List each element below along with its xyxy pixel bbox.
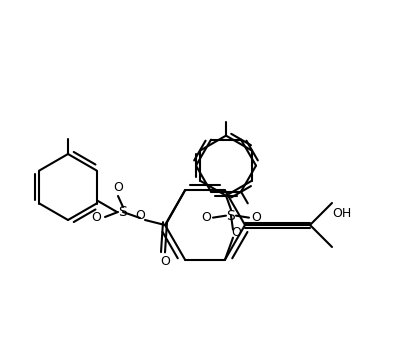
Text: O: O (160, 255, 170, 268)
Text: S: S (226, 209, 235, 223)
Text: S: S (118, 205, 127, 219)
Text: OH: OH (331, 207, 350, 219)
Text: O: O (231, 226, 240, 239)
Text: O: O (251, 211, 260, 224)
Text: O: O (135, 208, 145, 222)
Text: O: O (113, 180, 123, 194)
Text: O: O (91, 211, 101, 223)
Text: O: O (200, 211, 211, 224)
